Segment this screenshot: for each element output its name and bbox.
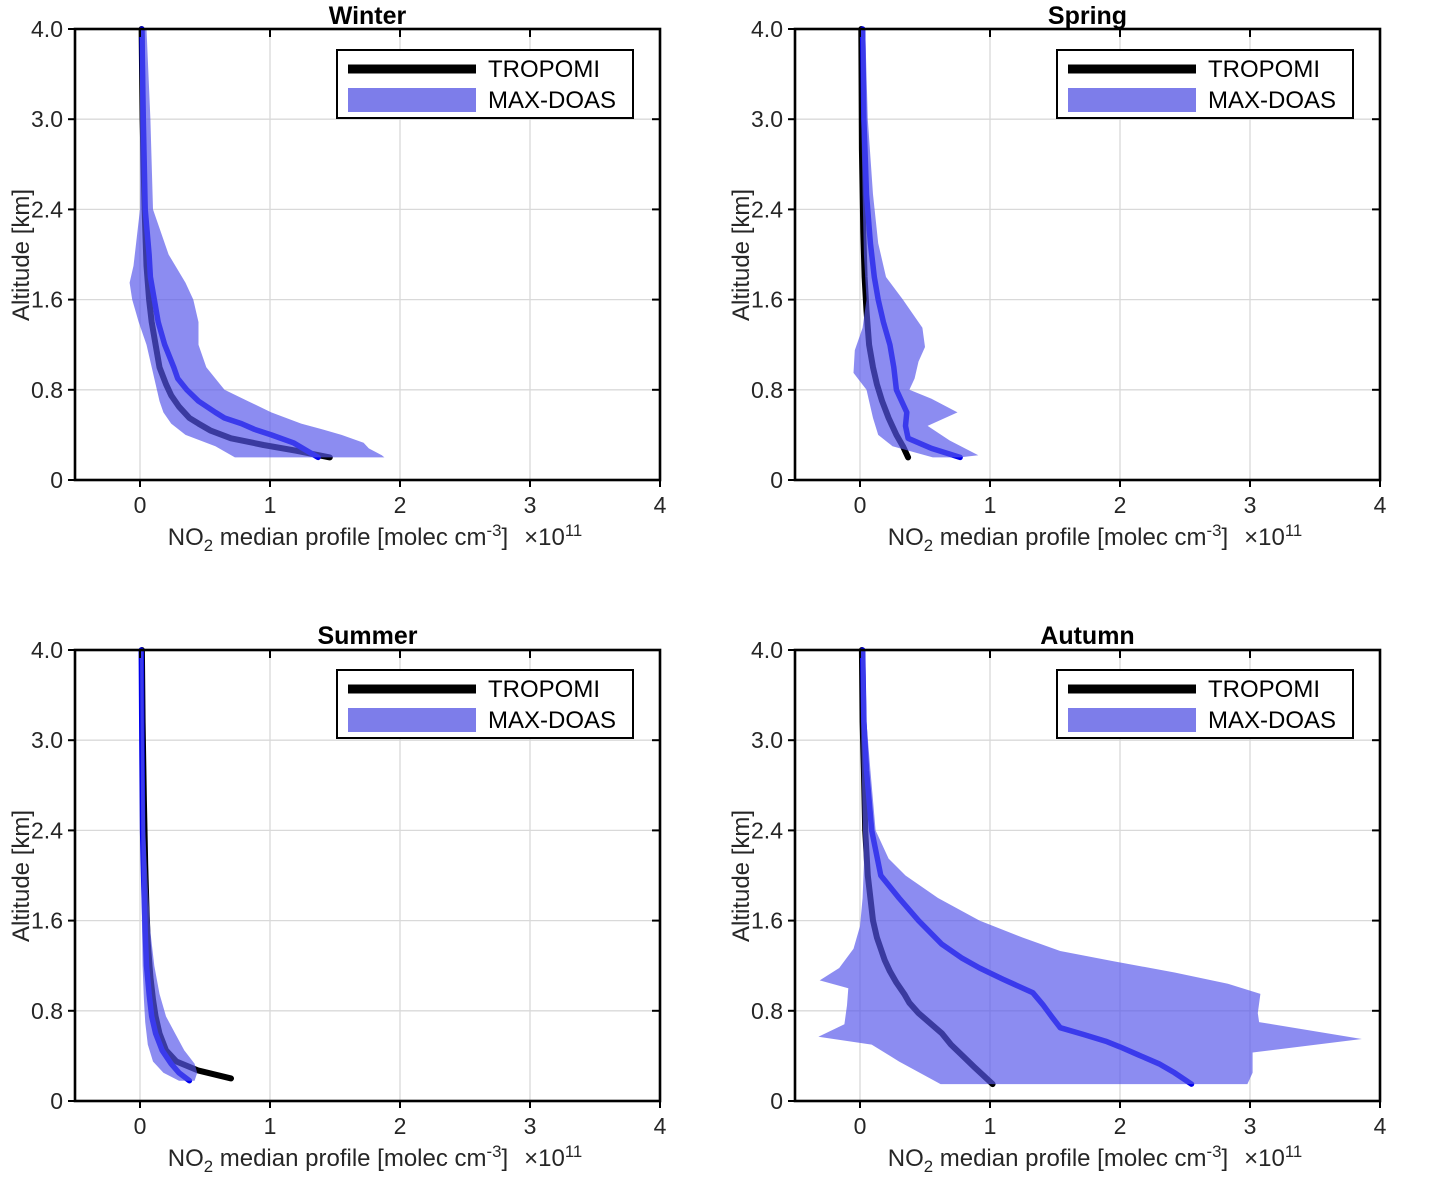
maxdoas-band xyxy=(853,29,979,458)
plot-border xyxy=(73,27,662,482)
x-tick-label: 0 xyxy=(134,492,147,518)
y-tick-label: 2.4 xyxy=(31,196,63,222)
x-tick-label: 3 xyxy=(1244,492,1257,518)
plot-border xyxy=(73,648,662,1103)
legend-label-tropomi: TROPOMI xyxy=(488,676,600,703)
x-tick-label: 0 xyxy=(854,1113,867,1139)
y-tick-label: 1.6 xyxy=(751,287,783,313)
legend-label-tropomi: TROPOMI xyxy=(1208,676,1320,703)
legend-maxdoas-swatch xyxy=(1068,88,1196,112)
x-tick-label: 3 xyxy=(1244,1113,1257,1139)
x-tick-label: 4 xyxy=(1374,1113,1387,1139)
x-axis-label: NO2 median profile [molec cm-3] ×1011 xyxy=(167,521,583,555)
tick-labels: 0 1 2 3 4 0 0.8 1.6 2.4 3.0 4.0 xyxy=(31,16,667,518)
legend-label-maxdoas: MAX-DOAS xyxy=(488,87,616,114)
y-tick-label: 0.8 xyxy=(31,377,63,403)
y-axis-label: Altitude [km] xyxy=(728,188,755,322)
legend-maxdoas-swatch xyxy=(348,708,476,732)
panel-autumn: 0 1 2 3 4 0 0.8 1.6 2.4 3.0 4.0 TROPOMI MAX-DOAS Aut… xyxy=(720,592,1440,1184)
x-tick-label: 2 xyxy=(1114,492,1127,518)
legend-label-maxdoas: MAX-DOAS xyxy=(1208,87,1336,114)
gridlines xyxy=(75,650,660,1101)
y-tick-label: 4.0 xyxy=(751,637,783,663)
legend-label-tropomi: TROPOMI xyxy=(1208,56,1320,83)
tick-marks xyxy=(68,649,661,1108)
y-tick-label: 0.8 xyxy=(751,998,783,1024)
x-tick-label: 4 xyxy=(1374,492,1387,518)
panel-title-autumn: Autumn xyxy=(1040,622,1135,650)
plot-winter: 0 1 2 3 4 0 0.8 1.6 2.4 3.0 4.0 TROPOMI MAX-DOAS xyxy=(31,16,667,518)
y-tick-label: 1.6 xyxy=(31,287,63,313)
legend: TROPOMI MAX-DOAS xyxy=(336,669,634,739)
plot-spring: 0 1 2 3 4 0 0.8 1.6 2.4 3.0 4.0 TROPOMI MAX-DOAS xyxy=(751,16,1387,518)
y-tick-label: 3.0 xyxy=(751,727,783,753)
legend: TROPOMI MAX-DOAS xyxy=(1056,49,1354,119)
panel-title-winter: Winter xyxy=(328,2,407,30)
x-tick-label: 3 xyxy=(524,492,537,518)
legend-maxdoas-swatch xyxy=(348,88,476,112)
x-axis-label: NO2 median profile [molec cm-3] ×1011 xyxy=(887,1142,1303,1176)
y-tick-label: 4.0 xyxy=(31,637,63,663)
plot-border xyxy=(793,648,1382,1103)
y-tick-label: 1.6 xyxy=(31,908,63,934)
tick-marks xyxy=(68,28,661,487)
x-tick-label: 1 xyxy=(984,492,997,518)
plot-border xyxy=(793,27,1382,482)
x-tick-label: 1 xyxy=(264,1113,277,1139)
plot-autumn: 0 1 2 3 4 0 0.8 1.6 2.4 3.0 4.0 TROPOMI MAX-DOAS xyxy=(751,637,1387,1139)
y-tick-label: 2.4 xyxy=(31,817,63,843)
y-tick-label: 3.0 xyxy=(31,727,63,753)
x-tick-label: 3 xyxy=(524,1113,537,1139)
x-axis-label: NO2 median profile [molec cm-3] ×1011 xyxy=(167,1142,583,1176)
tick-marks xyxy=(788,649,1381,1108)
y-tick-label: 0 xyxy=(770,1088,783,1114)
maxdoas-band xyxy=(818,650,1362,1085)
y-tick-label: 0 xyxy=(50,1088,63,1114)
x-tick-label: 0 xyxy=(134,1113,147,1139)
y-tick-label: 0.8 xyxy=(751,377,783,403)
y-axis-label: Altitude [km] xyxy=(728,809,755,943)
tick-labels: 0 1 2 3 4 0 0.8 1.6 2.4 3.0 4.0 xyxy=(31,637,667,1139)
legend: TROPOMI MAX-DOAS xyxy=(336,49,634,119)
x-tick-label: 2 xyxy=(394,1113,407,1139)
y-tick-label: 3.0 xyxy=(751,106,783,132)
maxdoas-band xyxy=(140,650,198,1081)
tick-labels: 0 1 2 3 4 0 0.8 1.6 2.4 3.0 4.0 xyxy=(751,16,1387,518)
plot-summer: 0 1 2 3 4 0 0.8 1.6 2.4 3.0 4.0 TROPOMI MAX-DOAS xyxy=(31,637,667,1139)
legend-label-maxdoas: MAX-DOAS xyxy=(1208,707,1336,734)
y-tick-label: 0.8 xyxy=(31,998,63,1024)
panel-summer: 0 1 2 3 4 0 0.8 1.6 2.4 3.0 4.0 TROPOMI MAX-DOAS Sum… xyxy=(0,592,720,1184)
y-tick-label: 3.0 xyxy=(31,106,63,132)
x-tick-label: 2 xyxy=(394,492,407,518)
y-tick-label: 2.4 xyxy=(751,196,783,222)
tick-labels: 0 1 2 3 4 0 0.8 1.6 2.4 3.0 4.0 xyxy=(751,637,1387,1139)
y-tick-label: 4.0 xyxy=(751,16,783,42)
panel-title-spring: Spring xyxy=(1047,2,1128,30)
x-tick-label: 4 xyxy=(654,492,667,518)
y-tick-label: 1.6 xyxy=(751,908,783,934)
legend-maxdoas-swatch xyxy=(1068,708,1196,732)
y-axis-label: Altitude [km] xyxy=(8,809,35,943)
panel-spring: 0 1 2 3 4 0 0.8 1.6 2.4 3.0 4.0 TROPOMI MAX-DOAS Spr… xyxy=(720,0,1440,592)
panel-winter: 0 1 2 3 4 0 0.8 1.6 2.4 3.0 4.0 TROPOMI MAX-DOAS Win… xyxy=(0,0,720,592)
legend: TROPOMI MAX-DOAS xyxy=(1056,669,1354,739)
legend-label-maxdoas: MAX-DOAS xyxy=(488,707,616,734)
x-tick-label: 2 xyxy=(1114,1113,1127,1139)
x-tick-label: 4 xyxy=(654,1113,667,1139)
x-tick-label: 1 xyxy=(984,1113,997,1139)
y-axis-label: Altitude [km] xyxy=(8,188,35,322)
maxdoas-band xyxy=(129,29,385,458)
tick-marks xyxy=(788,28,1381,487)
y-tick-label: 0 xyxy=(50,467,63,493)
x-tick-label: 1 xyxy=(264,492,277,518)
panel-title-summer: Summer xyxy=(317,622,418,650)
y-tick-label: 0 xyxy=(770,467,783,493)
legend-label-tropomi: TROPOMI xyxy=(488,56,600,83)
x-tick-label: 0 xyxy=(854,492,867,518)
y-tick-label: 4.0 xyxy=(31,16,63,42)
y-tick-label: 2.4 xyxy=(751,817,783,843)
x-axis-label: NO2 median profile [molec cm-3] ×1011 xyxy=(887,521,1303,555)
